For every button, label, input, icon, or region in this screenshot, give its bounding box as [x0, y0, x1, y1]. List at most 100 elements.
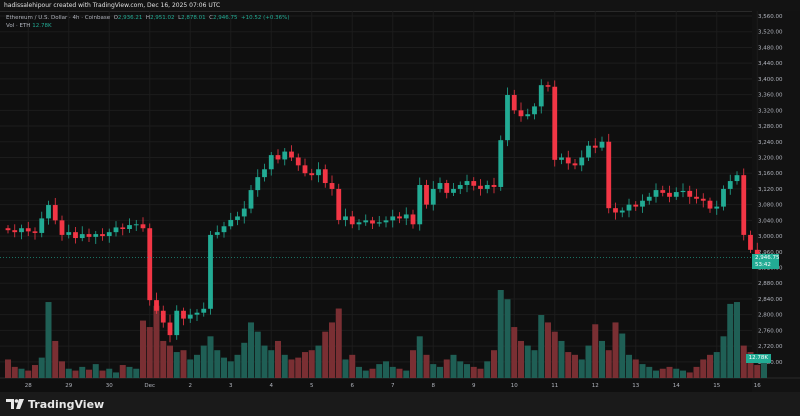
- brand-name: TradingView: [28, 397, 105, 411]
- volume-bar: [25, 370, 32, 378]
- chart-frame: [0, 11, 800, 392]
- candle-body: [464, 181, 470, 185]
- candle-body: [5, 228, 11, 231]
- candle-body: [370, 220, 375, 224]
- candle-body: [349, 216, 355, 225]
- volume-bar: [329, 322, 335, 378]
- volume-bar: [72, 370, 79, 378]
- volume-bar: [443, 359, 450, 378]
- volume-bar: [538, 315, 545, 378]
- candle-body: [748, 234, 753, 250]
- volume-bar: [308, 350, 315, 378]
- candle-body: [174, 310, 180, 336]
- volume-tag: 12.78K: [745, 354, 771, 363]
- candle-body: [316, 169, 321, 176]
- volume-bar: [619, 333, 626, 378]
- volume-bar: [106, 368, 113, 378]
- volume-bar: [261, 345, 268, 378]
- candle-body: [39, 218, 45, 233]
- candle-body: [181, 310, 186, 319]
- candle-body: [208, 234, 213, 309]
- volume-bar: [133, 368, 140, 378]
- volume-bar: [315, 345, 322, 378]
- volume-bar: [396, 368, 403, 378]
- candle-body: [268, 155, 274, 170]
- candle-body: [673, 192, 679, 197]
- volume-bar: [92, 364, 99, 378]
- date-tick-label: 8: [432, 383, 436, 389]
- date-tick-label: Dec: [144, 383, 155, 389]
- volume-bar: [335, 308, 342, 378]
- volume-bar: [45, 302, 52, 378]
- candle-countdown: 53:42: [755, 261, 771, 268]
- candle-body: [322, 169, 328, 184]
- volume-bar: [410, 350, 416, 378]
- candle-body: [289, 151, 294, 158]
- volume-bar: [221, 357, 227, 378]
- candle-body: [262, 169, 267, 178]
- candle-body: [498, 140, 504, 187]
- volume-bar: [747, 352, 754, 378]
- price-tick-label: 3,480.00: [758, 45, 783, 51]
- volume-bar: [275, 340, 281, 378]
- candle-body: [511, 94, 517, 111]
- volume-bar: [423, 354, 430, 378]
- low-value: 2,878.01: [181, 15, 206, 21]
- volume-bar: [632, 359, 639, 378]
- candle-body: [451, 188, 456, 193]
- price-tick-label: 3,280.00: [758, 124, 783, 130]
- candle-body: [12, 230, 18, 233]
- candle-body: [592, 145, 598, 148]
- price-tick-label: 3,080.00: [758, 203, 783, 209]
- volume-bar: [119, 365, 126, 378]
- tradingview-logo-icon: [6, 399, 24, 409]
- volume-bar: [491, 350, 497, 378]
- candle-body: [113, 227, 119, 233]
- volume-bar: [518, 340, 524, 378]
- candle-body: [187, 314, 193, 319]
- candle-body: [235, 216, 240, 220]
- candle-body: [430, 188, 436, 205]
- candle-body: [694, 196, 699, 199]
- tradingview-logo[interactable]: TradingView: [6, 398, 104, 411]
- volume-bar: [565, 352, 572, 378]
- date-tick-label: 12: [592, 383, 599, 389]
- volume-bar: [65, 368, 72, 378]
- volume-bar: [288, 359, 295, 378]
- candle-body: [572, 163, 578, 166]
- candle-body: [606, 141, 612, 209]
- candle-body: [707, 200, 713, 209]
- volume-bar: [558, 340, 565, 378]
- date-tick-label: 9: [472, 383, 476, 389]
- volume-bar: [626, 354, 632, 378]
- volume-bar: [653, 370, 659, 378]
- volume-bar: [592, 324, 599, 378]
- volume-bar: [362, 370, 369, 378]
- date-tick-label: 3: [229, 383, 233, 389]
- change-value: +10.52 (+0.36%): [240, 15, 290, 21]
- volume-bar: [450, 354, 457, 378]
- candle-body: [667, 192, 672, 197]
- candle-body: [484, 184, 490, 189]
- volume-bar: [389, 366, 396, 378]
- candle-body: [86, 234, 92, 237]
- volume-bar: [416, 336, 423, 378]
- candle-body: [167, 322, 173, 336]
- date-tick-label: 7: [391, 383, 395, 389]
- date-tick-label: 13: [632, 383, 639, 389]
- volume-bar: [126, 366, 133, 378]
- price-tick-label: 2,880.00: [758, 281, 783, 287]
- volume-bar: [99, 370, 106, 378]
- volume-bar: [194, 354, 200, 378]
- volume-bar: [646, 366, 653, 378]
- candle-body: [552, 86, 558, 160]
- candle-body: [19, 228, 24, 233]
- low-label: L: [178, 15, 182, 21]
- candle-body: [248, 190, 254, 209]
- volume-bar: [639, 364, 646, 378]
- candle-body: [505, 94, 510, 141]
- volume-bar: [720, 336, 727, 378]
- volume-bar: [383, 361, 389, 378]
- volume-bar: [504, 299, 511, 378]
- price-chart[interactable]: 2,680.002,720.002,760.002,800.002,840.00…: [0, 11, 800, 392]
